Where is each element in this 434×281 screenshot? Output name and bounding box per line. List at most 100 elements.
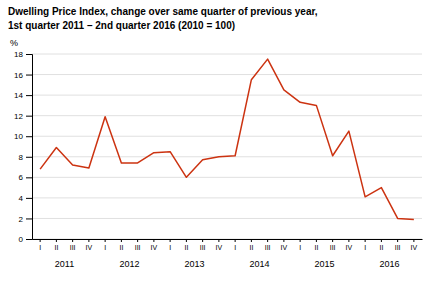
y-tick: 8 <box>19 153 32 162</box>
y-tick-label: 16 <box>14 71 23 80</box>
y-tick: 0 <box>19 235 32 244</box>
x-tick: III <box>135 239 141 251</box>
y-tick-mark <box>26 54 32 55</box>
x-tick-mark <box>283 239 284 242</box>
x-tick-label: II <box>249 244 253 251</box>
year-label: 2011 <box>55 259 74 269</box>
y-tick: 14 <box>14 91 32 100</box>
y-tick-mark <box>26 95 32 96</box>
x-tick: II <box>184 239 188 251</box>
y-tick-label: 2 <box>19 215 24 224</box>
x-tick: III <box>70 239 76 251</box>
x-tick: III <box>200 239 206 251</box>
x-tick: IV <box>411 239 418 251</box>
x-tick-label: I <box>299 244 301 251</box>
plot: 024681012141618IIIIIIIVIIIIIIIVIIIIIIIVI… <box>14 50 422 269</box>
x-tick-mark <box>218 239 219 242</box>
x-tick: IV <box>346 239 353 251</box>
x-axis: IIIIIIIVIIIIIIIVIIIIIIIVIIIIIIIVIIIIIIIV… <box>33 239 423 251</box>
y-tick-label: 12 <box>14 112 23 121</box>
x-tick-label: III <box>70 244 76 251</box>
x-tick-label: II <box>379 244 383 251</box>
y-tick-label: 0 <box>19 235 24 244</box>
marks <box>40 59 414 219</box>
y-tick-label: 4 <box>19 194 24 203</box>
grid-line <box>32 54 422 55</box>
y-tick-mark <box>26 116 32 117</box>
x-tick: III <box>265 239 271 251</box>
y-tick-label: 6 <box>19 173 24 182</box>
year-label: 2012 <box>119 259 139 269</box>
y-tick-mark <box>26 157 32 158</box>
grid-line <box>32 95 422 96</box>
x-tick-label: I <box>39 244 41 251</box>
x-tick: IV <box>216 239 223 251</box>
x-tick: IV <box>281 239 288 251</box>
grid-line <box>32 239 422 240</box>
x-tick-label: IV <box>151 244 158 251</box>
y-tick-mark <box>26 239 32 240</box>
x-tick-label: IV <box>346 244 353 251</box>
y-tick: 10 <box>14 132 32 141</box>
x-tick: II <box>249 239 253 251</box>
x-tick-label: III <box>200 244 206 251</box>
x-tick-label: II <box>184 244 188 251</box>
x-tick-mark <box>170 239 171 242</box>
x-tick: III <box>395 239 401 251</box>
x-tick-label: III <box>265 244 271 251</box>
x-tick-label: IV <box>281 244 288 251</box>
y-tick-mark <box>26 218 32 219</box>
x-tick-label: I <box>234 244 236 251</box>
y-tick-mark <box>26 177 32 178</box>
x-tick: IV <box>151 239 158 251</box>
x-tick-mark <box>153 239 154 242</box>
x-tick-mark <box>137 239 138 242</box>
y-axis: 0 2 4 6 8 10 12 14 16 18 <box>14 50 32 244</box>
year-label: 2014 <box>249 259 269 269</box>
y-tick-label: 8 <box>19 153 24 162</box>
x-tick-label: IV <box>216 244 223 251</box>
subtitle: 1st quarter 2011 – 2nd quarter 2016 (201… <box>8 20 235 31</box>
y-tick: 18 <box>14 50 32 59</box>
grid-line <box>32 177 422 178</box>
x-tick: I <box>234 239 236 251</box>
y-axis-label: % <box>10 38 18 48</box>
x-tick-mark <box>72 239 73 242</box>
x-tick-label: I <box>364 244 366 251</box>
x-tick: I <box>104 239 106 251</box>
x-tick: II <box>54 239 58 251</box>
grid-line <box>32 218 422 219</box>
y-tick-label: 18 <box>14 50 23 59</box>
x-tick-label: II <box>314 244 318 251</box>
x-tick: II <box>379 239 383 251</box>
x-axis-line <box>33 239 423 240</box>
y-tick-label: 14 <box>14 91 23 100</box>
x-tick-mark <box>251 239 252 242</box>
x-tick: II <box>314 239 318 251</box>
x-tick-mark <box>202 239 203 242</box>
x-tick-mark <box>105 239 106 242</box>
x-tick-mark <box>56 239 57 242</box>
x-tick: II <box>119 239 123 251</box>
x-tick-label: I <box>104 244 106 251</box>
chart-container: Dwelling Price Index, change over same q… <box>0 0 434 281</box>
x-tick-label: I <box>169 244 171 251</box>
year-label: 2015 <box>314 259 334 269</box>
grid <box>32 54 422 239</box>
y-tick: 2 <box>19 215 32 224</box>
grid-line <box>32 115 422 116</box>
x-tick-label: III <box>135 244 141 251</box>
x-tick: I <box>169 239 171 251</box>
y-tick: 6 <box>19 173 32 182</box>
y-tick: 12 <box>14 112 32 121</box>
x-tick-mark <box>332 239 333 242</box>
x-tick-mark <box>40 239 41 242</box>
line <box>40 59 414 219</box>
y-tick-mark <box>26 75 32 76</box>
x-tick-mark <box>316 239 317 242</box>
x-tick: I <box>39 239 41 251</box>
y-tick: 4 <box>19 194 32 203</box>
y-axis-line <box>26 55 33 240</box>
x-tick-label: IV <box>86 244 93 251</box>
x-tick-label: IV <box>411 244 418 251</box>
